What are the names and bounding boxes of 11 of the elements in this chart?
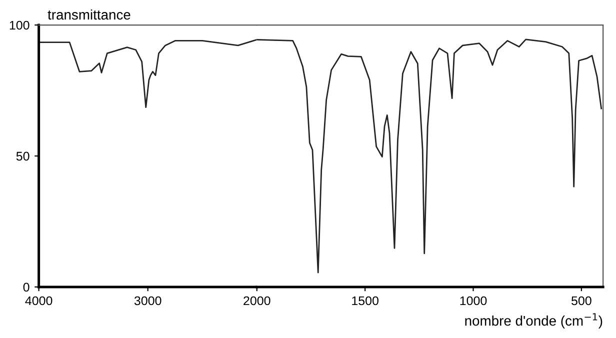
x-axis-title: nombre d'onde (cm$^{−1}$) (465, 313, 602, 328)
y-tick-label: 0 (23, 282, 30, 292)
x-tick-label: 1000 (460, 296, 487, 306)
y-tick-label: 50 (16, 152, 30, 161)
x-tick-label: 500 (572, 296, 592, 306)
y-axis-title: transmittance (48, 9, 130, 20)
x-tick-label: 1500 (352, 296, 378, 306)
x-tick-label: 4000 (25, 296, 52, 306)
x-tick-label: 2000 (244, 296, 270, 306)
x-tick-label: 3000 (134, 296, 162, 306)
y-tick-label: 100 (10, 20, 30, 30)
